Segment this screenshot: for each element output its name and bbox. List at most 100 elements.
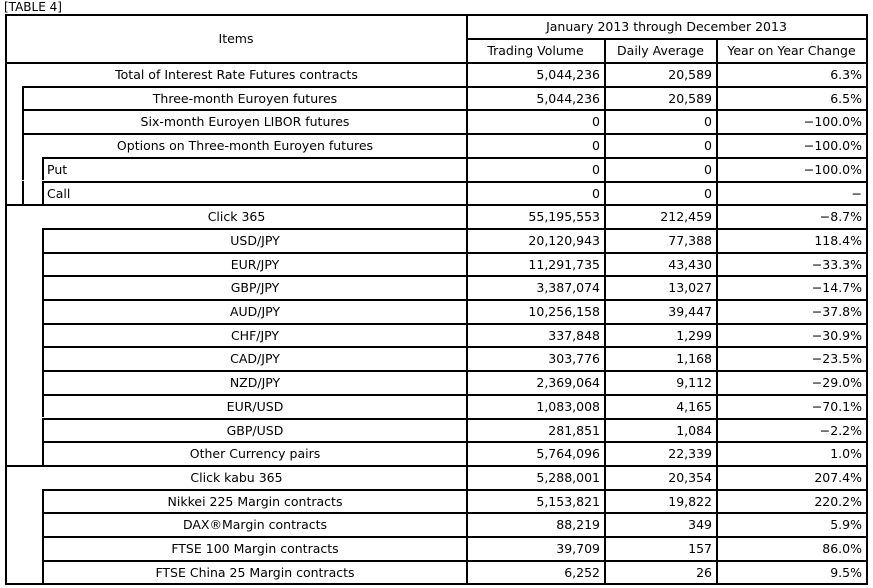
- column-divider: [22, 109, 24, 134]
- column-divider: [42, 299, 44, 323]
- row-label: Click kabu 365: [190, 469, 283, 485]
- row-divider: [466, 133, 868, 136]
- daily-average-cell: 0: [704, 161, 712, 177]
- row-label: GBP/USD: [226, 422, 284, 438]
- column-divider: [42, 180, 44, 205]
- row-divider: [22, 109, 868, 112]
- daily-average-cell: 20,589: [668, 67, 712, 82]
- row-label: FTSE China 25 Margin contracts: [155, 564, 355, 580]
- column-divider: [42, 251, 44, 276]
- row-divider: [5, 204, 868, 207]
- row-divider: [466, 204, 868, 207]
- column-divider: [42, 559, 44, 584]
- yoy-change-cell: 1.0%: [830, 446, 862, 462]
- header-trading-volume: Trading Volume: [487, 43, 584, 58]
- row-divider: [5, 583, 868, 586]
- column-divider: [42, 417, 44, 442]
- column-divider: [5, 14, 7, 586]
- row-label: Other Currency pairs: [189, 446, 321, 462]
- daily-average-cell: 13,027: [668, 280, 712, 296]
- row-divider: [42, 441, 868, 444]
- trading-volume-cell: 88,219: [556, 517, 600, 533]
- trading-volume-cell: 1,083,008: [536, 398, 600, 414]
- yoy-change-cell: −100.0%: [803, 161, 862, 177]
- row-label: DAX®Margin contracts: [182, 517, 328, 533]
- row-label: USD/JPY: [230, 232, 280, 248]
- row-divider: [466, 62, 868, 64]
- row-divider: [466, 536, 868, 538]
- trading-volume-cell: 20,120,943: [528, 232, 600, 248]
- column-divider: [42, 156, 44, 181]
- yoy-change-cell: −: [851, 185, 862, 201]
- row-divider: [466, 370, 868, 373]
- row-divider: [466, 393, 868, 396]
- trading-volume-cell: 11,291,735: [528, 256, 600, 272]
- yoy-change-cell: −30.9%: [811, 327, 862, 343]
- row-label: EUR/JPY: [230, 256, 280, 272]
- row-divider: [42, 227, 868, 230]
- yoy-change-cell: −37.8%: [811, 304, 862, 319]
- header-yoy-change: Year on Year Change: [727, 43, 856, 58]
- row-divider: [5, 62, 868, 64]
- row-divider: [42, 156, 868, 159]
- row-divider: [42, 417, 868, 420]
- column-divider: [42, 441, 44, 465]
- row-divider: [5, 464, 868, 467]
- daily-average-cell: 26: [696, 564, 712, 580]
- daily-average-cell: 349: [688, 517, 712, 533]
- row-divider: [466, 275, 868, 278]
- trading-volume-cell: 10,256,158: [528, 304, 600, 319]
- row-label: Click 365: [207, 209, 266, 225]
- column-divider: [22, 156, 24, 181]
- row-label: Three-month Euroyen futures: [152, 90, 338, 106]
- trading-volume-cell: 0: [592, 138, 600, 154]
- row-divider: [42, 512, 868, 515]
- daily-average-cell: 9,112: [676, 375, 712, 391]
- trading-volume-cell: 0: [592, 185, 600, 201]
- trading-volume-cell: 5,044,236: [536, 90, 600, 106]
- column-divider: [22, 133, 24, 157]
- row-label: Options on Three-month Euroyen futures: [116, 138, 374, 154]
- column-divider: [42, 275, 44, 299]
- daily-average-cell: 212,459: [660, 209, 712, 225]
- table-caption: [TABLE 4]: [4, 0, 62, 14]
- yoy-change-cell: −70.1%: [811, 398, 862, 414]
- yoy-change-cell: −14.7%: [811, 280, 862, 296]
- row-label: GBP/JPY: [230, 280, 280, 296]
- row-divider: [42, 536, 868, 538]
- column-divider: [716, 38, 718, 584]
- row-divider: [42, 322, 868, 325]
- daily-average-cell: 1,168: [676, 351, 712, 367]
- trading-volume-cell: 0: [592, 114, 600, 130]
- row-divider: [466, 559, 868, 562]
- row-divider: [42, 393, 868, 396]
- trading-volume-cell: 39,709: [556, 541, 600, 556]
- daily-average-cell: 20,354: [668, 469, 712, 485]
- yoy-change-cell: −23.5%: [811, 351, 862, 367]
- daily-average-cell: 1,084: [676, 422, 712, 438]
- row-divider: [466, 109, 868, 112]
- yoy-change-cell: −29.0%: [811, 375, 862, 391]
- column-divider: [42, 393, 44, 418]
- row-divider: [466, 180, 868, 183]
- column-divider: [604, 38, 606, 584]
- column-divider: [42, 536, 44, 560]
- trading-volume-cell: 337,848: [548, 327, 600, 343]
- yoy-change-cell: −8.7%: [819, 209, 862, 225]
- row-label: CAD/JPY: [230, 351, 280, 367]
- daily-average-cell: 1,299: [676, 327, 712, 343]
- daily-average-cell: 19,822: [668, 493, 712, 509]
- column-divider: [42, 346, 44, 371]
- row-divider: [466, 322, 868, 325]
- trading-volume-cell: 5,044,236: [536, 67, 600, 82]
- row-divider: [42, 299, 868, 301]
- row-divider: [466, 156, 868, 159]
- column-divider: [42, 488, 44, 513]
- daily-average-cell: 39,447: [668, 304, 712, 319]
- row-divider: [42, 370, 868, 373]
- column-divider: [42, 227, 44, 252]
- trading-volume-cell: 2,369,064: [536, 375, 600, 391]
- trading-volume-cell: 3,387,074: [536, 280, 600, 296]
- column-divider: [22, 180, 24, 205]
- header-daily-average: Daily Average: [617, 43, 704, 58]
